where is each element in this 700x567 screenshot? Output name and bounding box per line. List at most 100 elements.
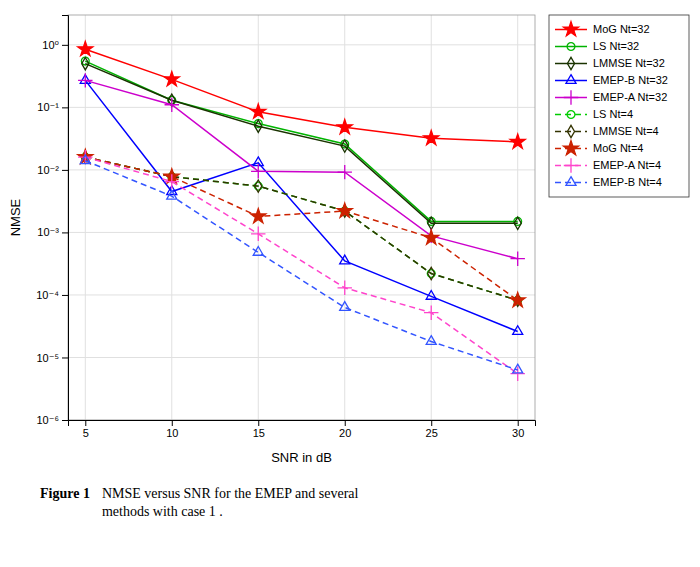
x-tick-mark [172,420,173,426]
y-tick: 10⁻⁴ [36,289,68,301]
legend-symbol [567,57,574,69]
series-marker [424,230,439,244]
legend-label: LS Nt=32 [593,40,639,52]
legend-label: EMEP-B Nt=4 [593,176,662,188]
legend-label: EMEP-A Nt=32 [593,91,667,103]
grid-line-y [68,357,535,358]
grid-line-y [68,44,535,45]
y-tick-label: 10⁻⁶ [36,414,59,426]
legend-label: EMEP-A Nt=4 [593,159,661,171]
x-tick-label: 20 [339,427,351,439]
grid-line-y [68,107,535,108]
y-tick-mark [62,357,68,358]
x-tick: 25 [426,420,438,439]
series [78,73,525,266]
legend-symbol [564,158,578,172]
legend-label: EMEP-B Nt=32 [593,74,668,86]
series-marker [165,98,179,112]
x-tick: 20 [339,420,351,439]
y-tick-mark [62,107,68,108]
series-marker [424,130,439,144]
series-marker [510,134,525,148]
series-marker [251,227,265,241]
y-tick-label: 10⁻² [37,164,59,176]
x-tick-mark [85,420,86,426]
y-tick-label: 10⁻³ [37,226,59,238]
series-marker [251,164,265,178]
x-tick-label: 10 [166,427,178,439]
legend-label: MoG Nt=32 [593,23,650,35]
series-marker [510,366,524,380]
legend-item: LMMSE Nt=32 [555,57,665,69]
caption-label: Figure 1 [40,486,90,501]
series [81,153,521,304]
caption-text: NMSE versus SNR for the EMEP and several… [102,486,359,519]
series-line [85,161,517,370]
series-marker [514,217,521,229]
chart: 5101520253010⁻⁶10⁻⁵10⁻⁴10⁻³10⁻²10⁻¹10⁰SN… [0,0,700,567]
x-axis: 51015202530 [69,420,536,439]
legend-symbol [563,141,578,155]
x-tick: 10 [166,420,178,439]
x-tick-label: 30 [512,427,524,439]
x-tick-mark [431,420,432,426]
series-line [85,157,517,300]
legend-swatch [555,46,587,48]
series-marker [164,72,179,86]
y-tick: 10⁰ [42,39,68,51]
series-marker [255,180,262,192]
series-marker [337,203,352,217]
y-tick: 10⁻¹ [37,101,68,113]
series [81,57,521,225]
series-marker [338,165,352,179]
grid-line-y [68,294,535,295]
y-tick: 10⁻⁵ [36,351,68,363]
series-line [85,80,517,258]
series-line [85,157,517,374]
x-tick-mark [345,420,346,426]
legend-swatch [555,114,587,116]
x-tick-mark [258,420,259,426]
legend-item: EMEP-B Nt=32 [555,74,668,86]
legend-symbol [567,43,575,51]
series-line [85,157,517,300]
y-tick-label: 10⁻⁴ [36,289,59,301]
x-tick: 15 [253,420,265,439]
x-axis-line [69,421,536,427]
legend: MoG Nt=32 LS Nt=32 LMMSE Nt=32 EMEP-B Nt=32… [549,15,689,197]
series-marker [338,281,352,295]
series [78,41,525,148]
series-marker [165,174,179,188]
y-tick-mark [62,45,68,46]
legend-item: EMEP-A Nt=32 [555,90,667,104]
series-marker [428,217,435,229]
legend-symbol [567,125,574,137]
x-axis-title: SNR in dB [271,450,332,465]
series-marker [426,291,436,300]
series-marker [428,267,435,279]
series-marker [78,41,93,55]
series-marker [341,140,348,152]
series-marker [253,247,263,256]
legend-symbol [563,22,578,36]
y-tick: 10⁻² [37,164,68,176]
y-tick-mark [62,232,68,233]
legend-symbol [567,111,575,119]
legend-swatch [555,131,587,133]
legend-swatch [555,80,587,82]
series-marker [513,364,523,373]
series-marker [340,302,350,311]
series-marker [251,104,266,118]
y-axis-title: NMSE [8,198,23,236]
y-tick-label: 10⁰ [42,39,59,51]
x-tick-label: 25 [426,427,438,439]
x-tick-mark [518,420,519,426]
legend-symbol [566,75,576,84]
y-tick-label: 10⁻¹ [37,101,59,113]
y-tick-mark [62,420,68,421]
y-tick: 10⁻³ [37,226,68,238]
series-marker [510,292,525,306]
legend-symbol [566,177,576,186]
legend-label: LMMSE Nt=32 [593,57,665,69]
y-tick-mark [62,295,68,296]
